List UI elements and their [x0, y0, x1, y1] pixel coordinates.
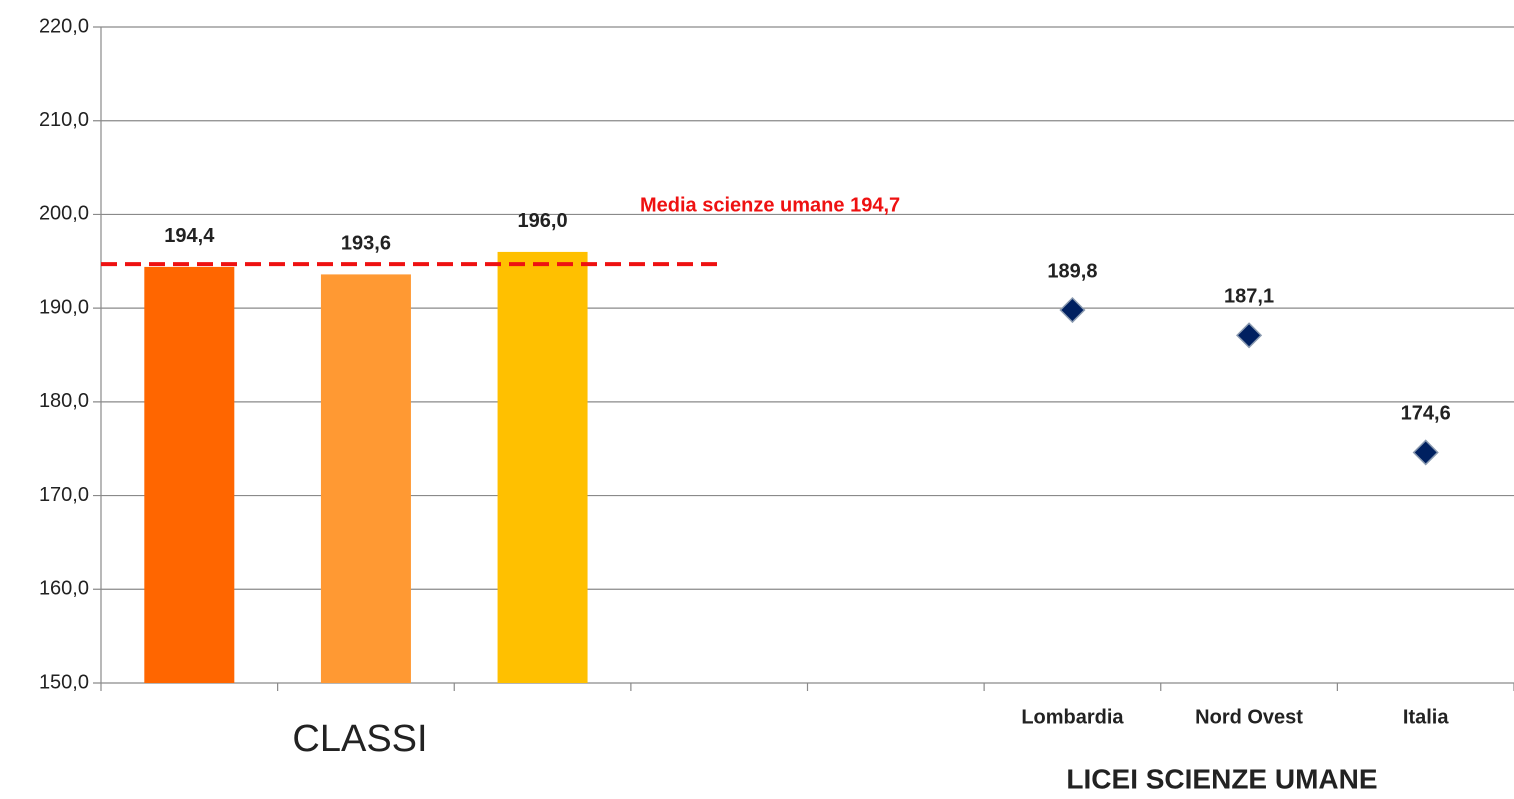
y-tick-label: 210,0 [39, 109, 89, 131]
marker [1412, 439, 1439, 466]
data-label: 174,6 [1401, 403, 1451, 425]
y-tick-label: 160,0 [39, 578, 89, 600]
y-tick-label: 190,0 [39, 296, 89, 318]
x-tick-label: Lombardia [1021, 706, 1124, 728]
data-label: 196,0 [518, 210, 568, 232]
data-label: 194,4 [164, 225, 215, 247]
bar [144, 266, 235, 683]
bar [320, 274, 411, 683]
y-tick-label: 200,0 [39, 203, 89, 225]
reference-label: Media scienze umane 194,7 [640, 194, 900, 216]
x-tick-label: Nord Ovest [1195, 706, 1303, 728]
bar [497, 251, 588, 683]
group-label: CLASSI [292, 718, 427, 760]
y-tick-label: 220,0 [39, 15, 89, 37]
group-label: LICEI SCIENZE UMANE [1066, 763, 1377, 794]
marker [1059, 296, 1086, 324]
y-tick-label: 170,0 [39, 484, 89, 506]
data-label: 193,6 [341, 233, 391, 255]
x-tick-label: Italia [1403, 706, 1449, 728]
y-tick-label: 150,0 [39, 671, 89, 693]
data-label: 189,8 [1047, 260, 1097, 282]
data-label: 187,1 [1224, 286, 1274, 308]
y-tick-label: 180,0 [39, 390, 89, 412]
marker [1235, 322, 1263, 349]
